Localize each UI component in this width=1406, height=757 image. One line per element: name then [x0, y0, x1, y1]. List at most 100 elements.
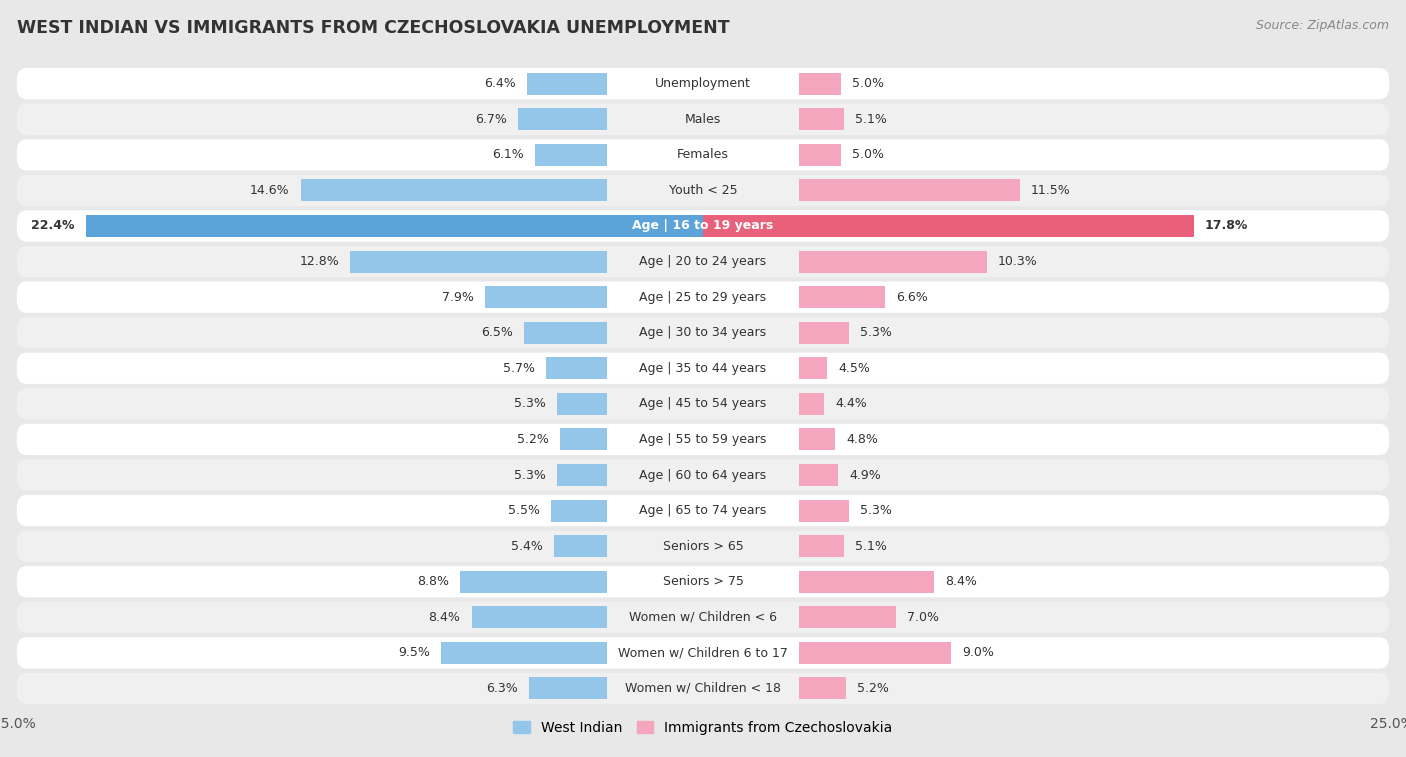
Bar	[800, 322, 849, 344]
Text: 6.1%: 6.1%	[492, 148, 524, 161]
Bar	[441, 642, 606, 664]
Text: Unemployment: Unemployment	[655, 77, 751, 90]
Text: 6.4%: 6.4%	[484, 77, 516, 90]
Text: 17.8%: 17.8%	[1205, 220, 1249, 232]
Bar	[557, 393, 606, 415]
Text: 6.6%: 6.6%	[896, 291, 928, 304]
FancyBboxPatch shape	[17, 424, 1389, 455]
Bar	[86, 215, 703, 237]
Text: Source: ZipAtlas.com: Source: ZipAtlas.com	[1256, 19, 1389, 32]
Text: 4.8%: 4.8%	[846, 433, 879, 446]
Bar	[800, 179, 1019, 201]
FancyBboxPatch shape	[17, 282, 1389, 313]
Text: 5.2%: 5.2%	[517, 433, 548, 446]
Text: Age | 65 to 74 years: Age | 65 to 74 years	[640, 504, 766, 517]
Bar	[800, 286, 884, 308]
Text: 5.5%: 5.5%	[509, 504, 540, 517]
Bar	[800, 678, 846, 699]
Text: Age | 35 to 44 years: Age | 35 to 44 years	[640, 362, 766, 375]
Text: 9.0%: 9.0%	[962, 646, 994, 659]
Text: 5.3%: 5.3%	[860, 326, 891, 339]
Bar	[554, 535, 606, 557]
Text: 6.5%: 6.5%	[481, 326, 513, 339]
FancyBboxPatch shape	[17, 566, 1389, 597]
Text: Youth < 25: Youth < 25	[669, 184, 737, 197]
Text: Women w/ Children < 6: Women w/ Children < 6	[628, 611, 778, 624]
Bar	[350, 251, 606, 273]
Bar	[800, 251, 987, 273]
Text: 5.0%: 5.0%	[852, 148, 884, 161]
Text: 14.6%: 14.6%	[250, 184, 290, 197]
Bar	[800, 144, 841, 166]
Text: 6.7%: 6.7%	[475, 113, 508, 126]
Text: 5.0%: 5.0%	[852, 77, 884, 90]
Bar	[534, 144, 606, 166]
Text: Age | 45 to 54 years: Age | 45 to 54 years	[640, 397, 766, 410]
Bar	[800, 357, 827, 379]
Text: 4.5%: 4.5%	[838, 362, 870, 375]
Text: Age | 25 to 29 years: Age | 25 to 29 years	[640, 291, 766, 304]
Legend: West Indian, Immigrants from Czechoslovakia: West Indian, Immigrants from Czechoslova…	[508, 715, 898, 740]
Text: 22.4%: 22.4%	[31, 220, 75, 232]
FancyBboxPatch shape	[17, 459, 1389, 491]
Text: 5.4%: 5.4%	[512, 540, 543, 553]
Bar	[800, 108, 844, 130]
Text: Women w/ Children 6 to 17: Women w/ Children 6 to 17	[619, 646, 787, 659]
FancyBboxPatch shape	[17, 388, 1389, 419]
Bar	[560, 428, 606, 450]
Text: 5.7%: 5.7%	[503, 362, 534, 375]
Text: 8.4%: 8.4%	[429, 611, 461, 624]
Text: Seniors > 65: Seniors > 65	[662, 540, 744, 553]
Bar	[527, 73, 606, 95]
Bar	[800, 215, 1194, 237]
FancyBboxPatch shape	[17, 210, 1389, 241]
Text: 6.3%: 6.3%	[486, 682, 519, 695]
Bar	[86, 215, 606, 237]
Text: 10.3%: 10.3%	[998, 255, 1038, 268]
Text: Seniors > 75: Seniors > 75	[662, 575, 744, 588]
Text: Males: Males	[685, 113, 721, 126]
FancyBboxPatch shape	[17, 637, 1389, 668]
Text: Age | 16 to 19 years: Age | 16 to 19 years	[633, 220, 773, 232]
Bar	[800, 606, 896, 628]
Text: 11.5%: 11.5%	[1031, 184, 1071, 197]
FancyBboxPatch shape	[17, 139, 1389, 170]
Text: 5.1%: 5.1%	[855, 540, 886, 553]
Bar	[551, 500, 606, 522]
Bar	[461, 571, 606, 593]
FancyBboxPatch shape	[17, 104, 1389, 135]
Text: 5.3%: 5.3%	[515, 469, 546, 481]
Bar	[800, 428, 835, 450]
Bar	[800, 500, 849, 522]
Bar	[301, 179, 606, 201]
FancyBboxPatch shape	[17, 353, 1389, 384]
Bar	[703, 215, 1194, 237]
Bar	[800, 642, 950, 664]
Text: 7.0%: 7.0%	[907, 611, 939, 624]
Bar	[557, 464, 606, 486]
Bar	[524, 322, 606, 344]
Bar	[800, 393, 824, 415]
Text: 7.9%: 7.9%	[443, 291, 474, 304]
FancyBboxPatch shape	[17, 602, 1389, 633]
FancyBboxPatch shape	[17, 531, 1389, 562]
Text: 4.4%: 4.4%	[835, 397, 868, 410]
Text: 9.5%: 9.5%	[398, 646, 430, 659]
Text: Women w/ Children < 18: Women w/ Children < 18	[626, 682, 780, 695]
Text: 4.9%: 4.9%	[849, 469, 880, 481]
Text: Age | 55 to 59 years: Age | 55 to 59 years	[640, 433, 766, 446]
Bar	[519, 108, 606, 130]
Text: 5.3%: 5.3%	[860, 504, 891, 517]
FancyBboxPatch shape	[17, 495, 1389, 526]
Bar	[485, 286, 606, 308]
Text: Age | 20 to 24 years: Age | 20 to 24 years	[640, 255, 766, 268]
FancyBboxPatch shape	[17, 673, 1389, 704]
Bar	[800, 571, 935, 593]
FancyBboxPatch shape	[17, 175, 1389, 206]
FancyBboxPatch shape	[17, 246, 1389, 277]
Bar	[800, 73, 841, 95]
Text: 5.3%: 5.3%	[515, 397, 546, 410]
Text: 5.1%: 5.1%	[855, 113, 886, 126]
Bar	[530, 678, 606, 699]
Text: Age | 30 to 34 years: Age | 30 to 34 years	[640, 326, 766, 339]
